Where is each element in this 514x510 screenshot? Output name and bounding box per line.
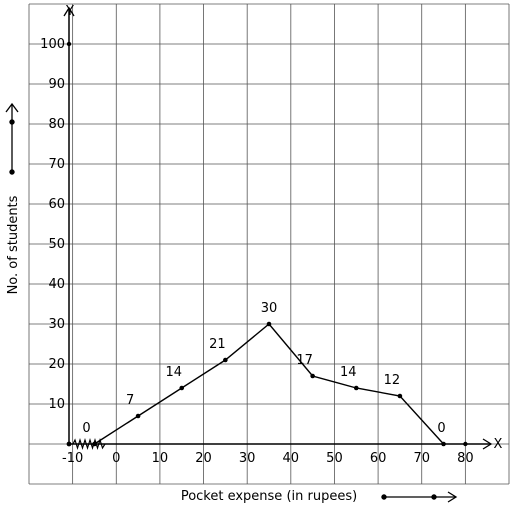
y-tick-label: 90 (48, 77, 65, 92)
data-label: 7 (126, 393, 134, 408)
data-label: 0 (82, 421, 90, 436)
y-axis-label: No. of students (6, 195, 21, 294)
tick-labels: -10 0 10 20 30 40 50 60 70 8010203040506070809010… (40, 37, 473, 466)
data-point (266, 321, 272, 327)
x-tick-label: 60 (370, 451, 387, 466)
y-tick-label: 70 (48, 157, 65, 172)
x-tick-label: 80 (457, 451, 474, 466)
x-axis-letter: X (494, 437, 503, 452)
x-tick-label: 50 (326, 451, 343, 466)
up-arrow-icon (5, 102, 19, 175)
right-arrow-icon (381, 491, 458, 503)
series-layer: 0 7 14 21 30 17 14 12 0 (82, 301, 446, 447)
data-point (397, 393, 403, 399)
y-tick-label: 40 (48, 277, 65, 292)
data-label: 0 (437, 421, 445, 436)
data-point (441, 441, 446, 447)
data-label: 14 (165, 365, 182, 380)
y-tick-label: 50 (48, 237, 65, 252)
data-point (353, 385, 359, 391)
data-label: 17 (296, 353, 313, 368)
data-point (135, 413, 141, 419)
x-tick-label: 0 (112, 451, 120, 466)
x-tick-label: -10 (62, 451, 83, 466)
x-axis-label: Pocket expense (in rupees) (181, 489, 357, 504)
y-tick-label: 100 (40, 37, 65, 52)
annotations: No. of students Pocket expense (in rupee… (5, 4, 503, 504)
x-axis-arrow-icon (482, 438, 493, 450)
x-tick-label: 10 (152, 451, 169, 466)
data-point (92, 441, 97, 447)
data-label: 12 (384, 373, 401, 388)
x-tick-label: 70 (413, 451, 430, 466)
y-tick-label: 60 (48, 197, 65, 212)
y-axis-letter: Y (65, 4, 74, 19)
y-tick-label: 20 (48, 357, 65, 372)
y-axis-dot (66, 41, 72, 47)
y-tick-label: 30 (48, 317, 65, 332)
axes (63, 6, 493, 451)
data-label: 14 (340, 365, 357, 380)
y-tick-label: 80 (48, 117, 65, 132)
data-point (179, 385, 185, 391)
y-tick-label: 10 (48, 397, 65, 412)
data-label: 30 (261, 301, 278, 316)
data-label: 21 (209, 337, 226, 352)
x-tick-label: 30 (239, 451, 256, 466)
x-axis-dot (463, 441, 468, 447)
data-point (223, 357, 228, 363)
x-tick-label: 40 (283, 451, 300, 466)
x-tick-label: 20 (195, 451, 212, 466)
origin-point (66, 441, 72, 447)
data-point (310, 373, 315, 379)
grid-lines (28, 3, 510, 485)
y-axis-arrow-icon (63, 6, 75, 17)
